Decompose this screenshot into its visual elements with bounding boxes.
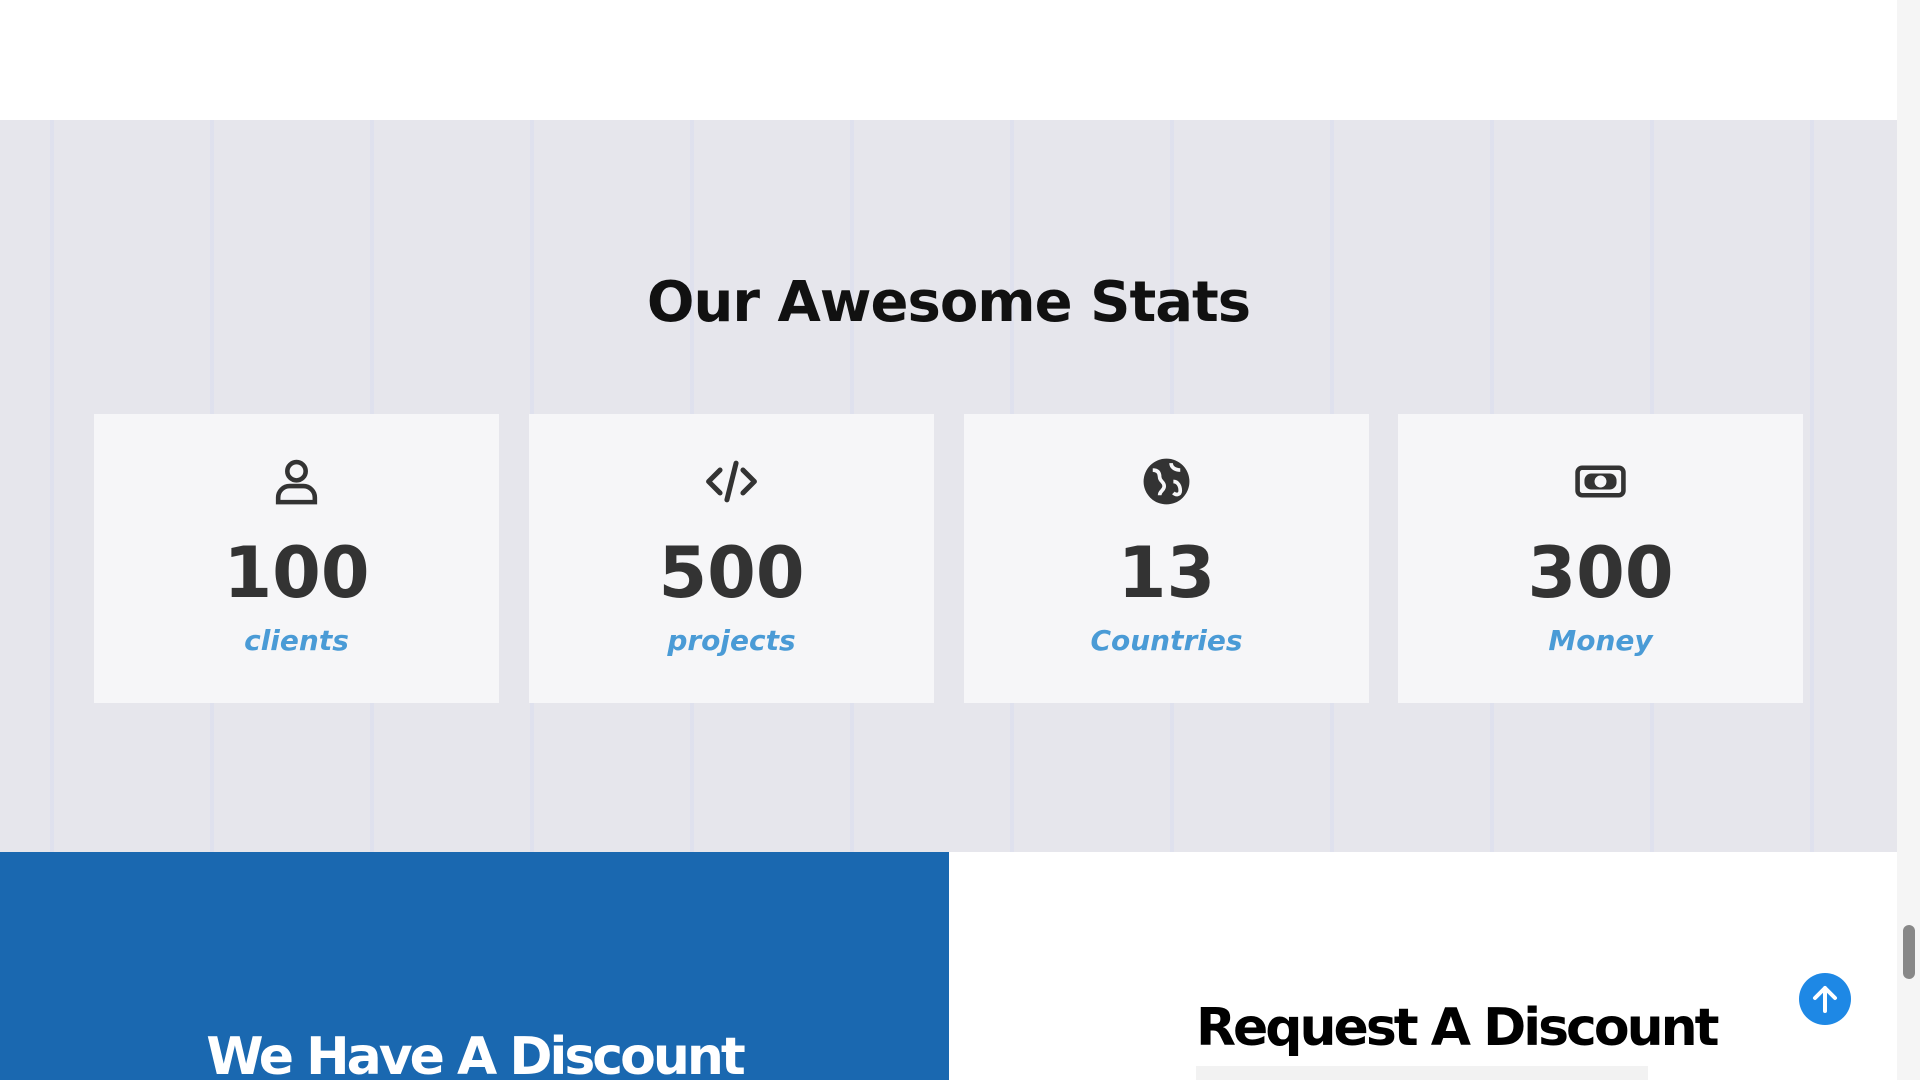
stat-card: 500 projects xyxy=(529,414,934,703)
request-title: Request A Discount xyxy=(1196,998,1719,1058)
arrow-up-icon xyxy=(1813,986,1837,1013)
discount-banner: We Have A Discount xyxy=(0,852,949,1080)
stat-card: 300 Money xyxy=(1398,414,1803,703)
scroll-to-top-button[interactable] xyxy=(1799,973,1851,1025)
scrollbar-thumb[interactable] xyxy=(1903,925,1915,979)
user-icon xyxy=(275,459,318,505)
money-icon xyxy=(1575,465,1626,498)
stat-label: clients xyxy=(244,624,349,657)
scrollbar[interactable] xyxy=(1897,0,1920,1080)
stat-card: 100 clients xyxy=(94,414,499,703)
globe-icon xyxy=(1143,458,1190,505)
form-field[interactable] xyxy=(1196,1066,1648,1080)
code-icon xyxy=(706,460,757,503)
discount-title: We Have A Discount xyxy=(206,1027,745,1080)
stat-value: 300 xyxy=(1527,532,1674,614)
stat-value: 500 xyxy=(658,532,805,614)
stat-label: Money xyxy=(1548,624,1653,657)
stat-value: 13 xyxy=(1117,532,1216,614)
stats-section: Our Awesome Stats 100 clients 500 projec… xyxy=(0,120,1897,852)
stat-label: projects xyxy=(667,624,796,657)
stat-label: Countries xyxy=(1090,624,1243,657)
stat-card: 13 Countries xyxy=(964,414,1369,703)
stat-value: 100 xyxy=(223,532,370,614)
section-title: Our Awesome Stats xyxy=(646,270,1251,335)
